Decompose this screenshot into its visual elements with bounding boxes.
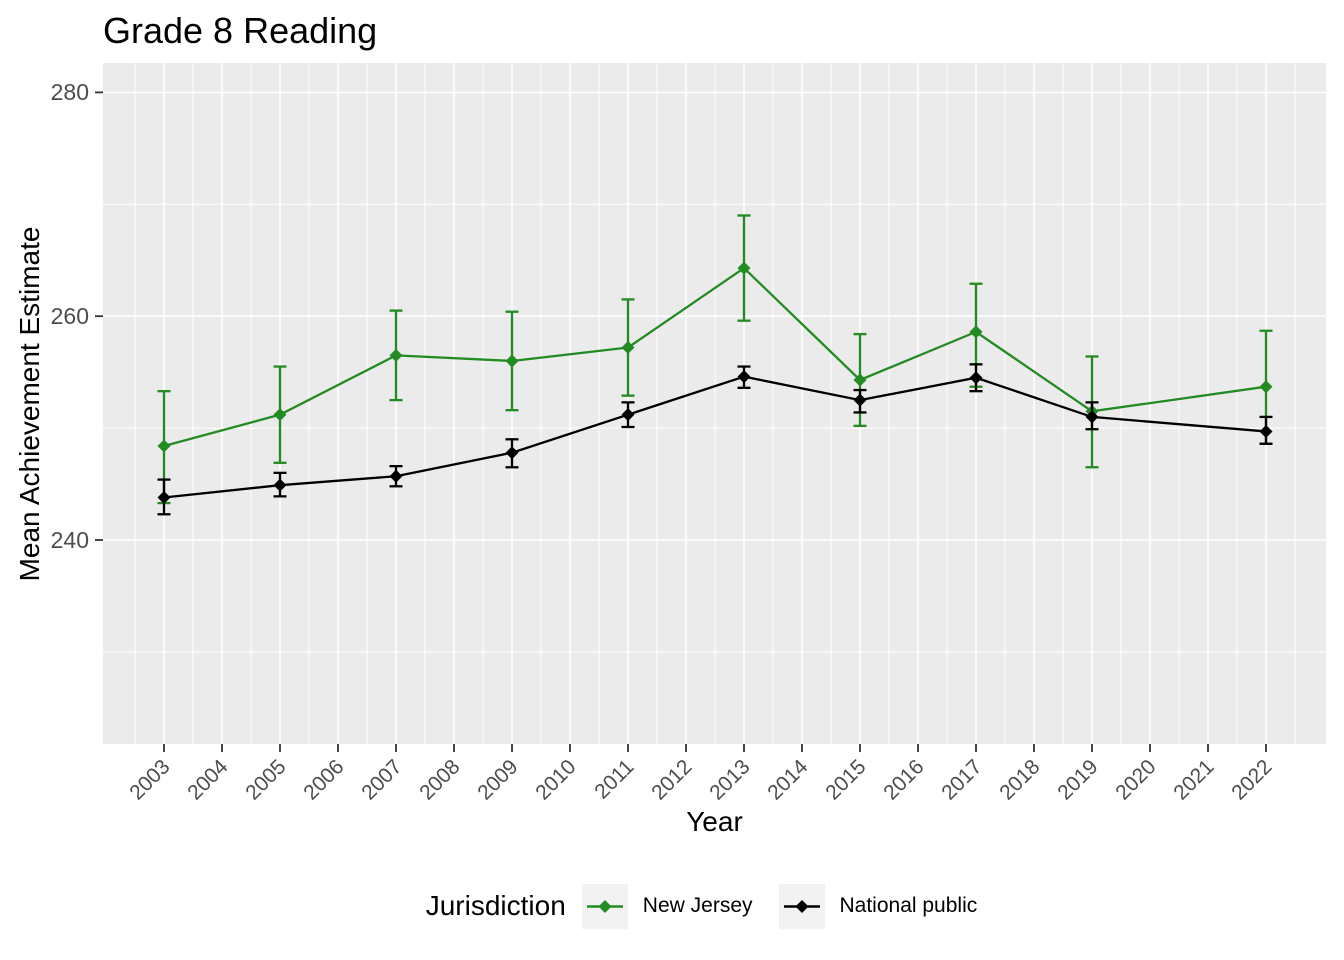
data-point	[389, 469, 403, 483]
x-axis-title: Year	[686, 806, 743, 837]
x-tick-label: 2010	[531, 755, 580, 804]
chart-title: Grade 8 Reading	[103, 10, 378, 51]
x-tick-label: 2004	[183, 755, 233, 805]
x-tick-label: 2013	[705, 755, 754, 804]
data-point	[273, 478, 287, 492]
x-tick-label: 2011	[590, 755, 638, 803]
x-tick-label: 2009	[473, 755, 522, 804]
x-tick-label: 2012	[647, 755, 696, 804]
data-point	[621, 341, 635, 355]
data-point	[157, 439, 171, 453]
x-tick-label: 2018	[995, 755, 1044, 804]
data-point	[505, 354, 519, 368]
x-tick-label: 2015	[821, 755, 870, 804]
data-point	[737, 261, 751, 275]
x-tick-label: 2003	[125, 755, 174, 804]
x-tick-label: 2014	[763, 755, 813, 805]
x-tick-label: 2008	[415, 755, 464, 804]
legend-title: Jurisdiction	[425, 890, 566, 921]
data-point	[157, 490, 171, 504]
x-tick-label: 2016	[879, 755, 928, 804]
x-tick-label: 2005	[241, 755, 290, 804]
data-point	[505, 446, 519, 460]
x-tick-label: 2021	[1169, 755, 1218, 804]
y-tick-label: 260	[51, 303, 89, 329]
legend-label-new-jersey: New Jersey	[642, 894, 753, 917]
x-tick-label: 2020	[1111, 755, 1160, 804]
y-tick-label: 280	[51, 79, 89, 105]
series-national-public	[157, 363, 1273, 516]
data-point	[853, 393, 867, 407]
x-tick-label: 2017	[937, 755, 986, 804]
series-line	[163, 266, 1267, 448]
legend-key-new-jersey	[581, 883, 628, 929]
x-tick-label: 2019	[1053, 755, 1102, 804]
legend: Jurisdiction New Jersey National public	[103, 881, 1326, 931]
data-point	[1259, 424, 1273, 438]
data-point	[969, 371, 983, 385]
data-point	[969, 325, 983, 339]
legend-key-national-public	[778, 883, 825, 929]
data-point	[737, 370, 751, 384]
y-tick-label: 240	[51, 527, 89, 553]
data-point	[1259, 380, 1273, 394]
data-point	[621, 408, 635, 422]
data-point	[853, 373, 867, 387]
data-point	[273, 408, 287, 422]
series-line	[163, 375, 1267, 499]
data-point	[389, 348, 403, 362]
legend-item-new-jersey: New Jersey	[581, 883, 779, 929]
x-tick-label: 2007	[357, 755, 406, 804]
line-point-glyph-icon	[586, 899, 623, 913]
line-point-glyph-icon	[783, 899, 820, 913]
legend-item-national-public: National public	[778, 883, 1004, 929]
x-tick-label: 2022	[1227, 755, 1276, 804]
x-tick-label: 2006	[299, 755, 348, 804]
data-point	[1085, 410, 1099, 424]
legend-label-national-public: National public	[839, 894, 978, 917]
